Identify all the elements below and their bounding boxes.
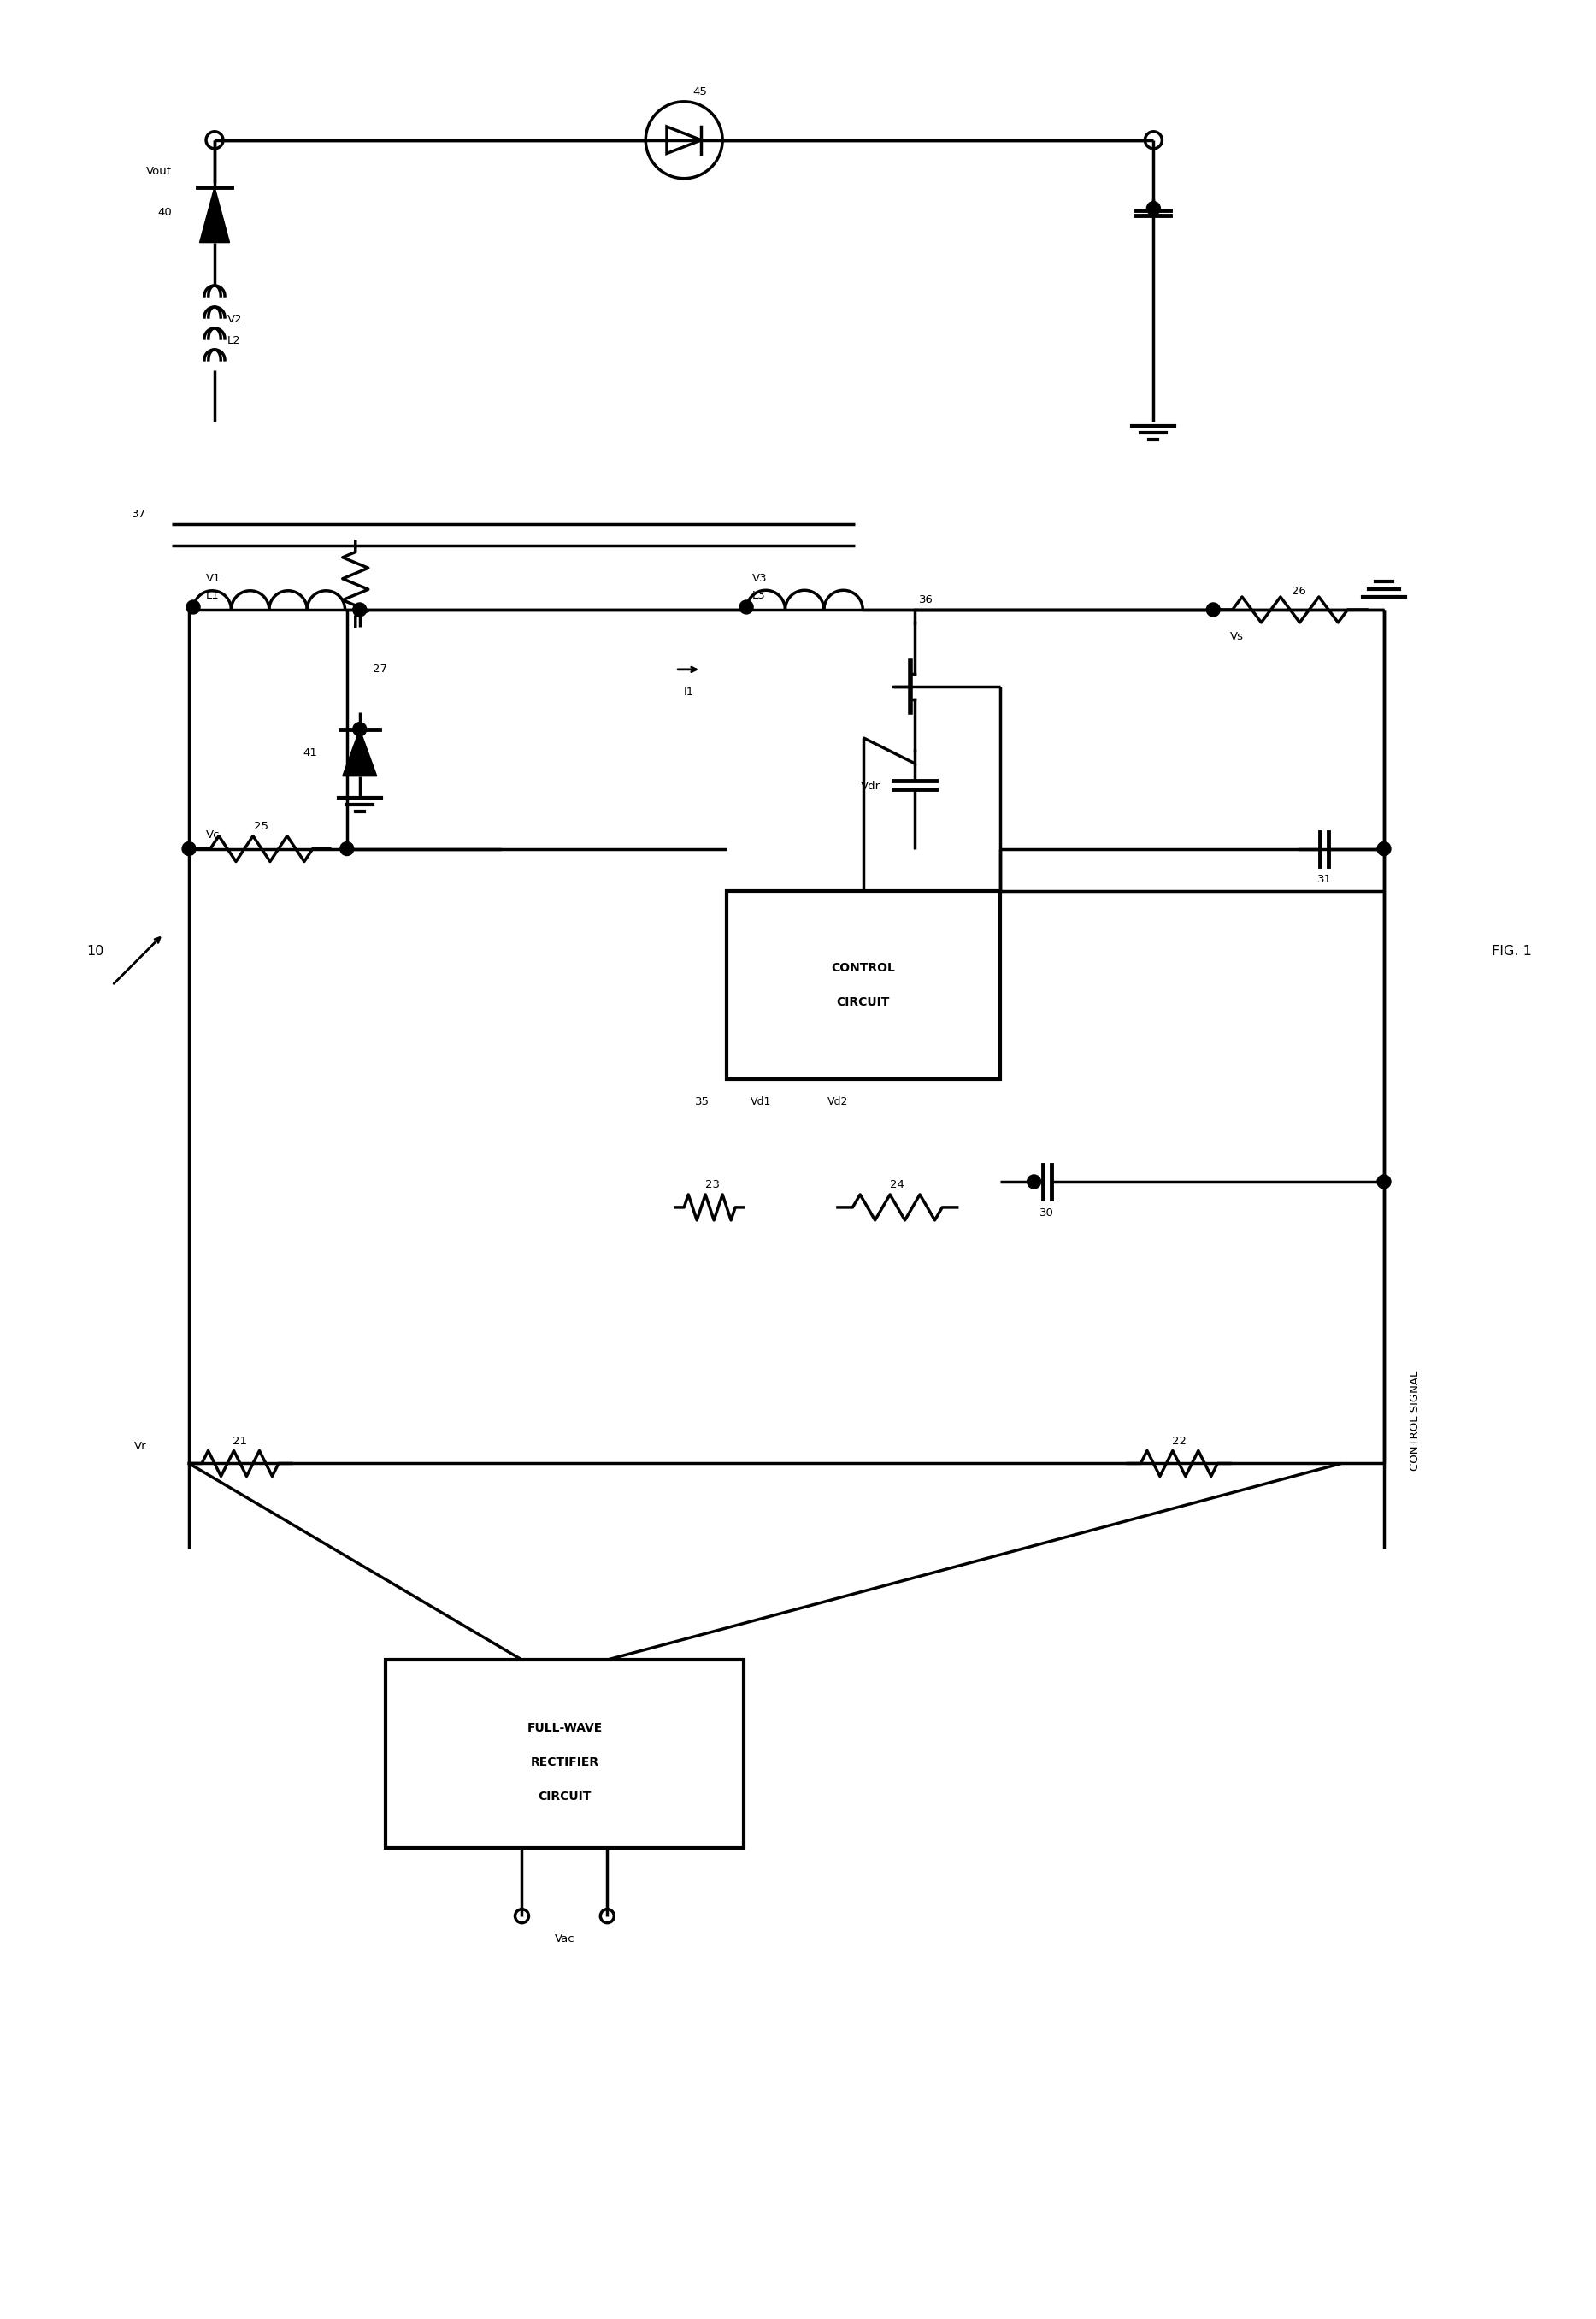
Text: L2: L2 — [227, 336, 241, 346]
Text: CIRCUIT: CIRCUIT — [836, 997, 891, 1009]
Text: 22: 22 — [1171, 1435, 1186, 1447]
Text: Vs: Vs — [1231, 631, 1243, 642]
Text: CONTROL: CONTROL — [832, 962, 895, 974]
Text: 40: 40 — [158, 206, 172, 218]
Text: RECTIFIER: RECTIFIER — [530, 1755, 598, 1769]
Text: 23: 23 — [705, 1178, 720, 1190]
Text: FIG. 1: FIG. 1 — [1492, 944, 1532, 958]
Circle shape — [353, 721, 367, 735]
Text: 41: 41 — [303, 747, 318, 758]
Text: V2: V2 — [227, 313, 243, 325]
Text: 30: 30 — [1039, 1208, 1053, 1217]
Text: CIRCUIT: CIRCUIT — [538, 1790, 591, 1802]
Text: 25: 25 — [254, 821, 268, 833]
Circle shape — [1207, 603, 1219, 617]
Text: L3: L3 — [752, 589, 766, 601]
Text: 26: 26 — [1291, 587, 1306, 596]
Text: 37: 37 — [132, 508, 147, 519]
Text: CONTROL SIGNAL: CONTROL SIGNAL — [1409, 1371, 1420, 1470]
Circle shape — [182, 842, 196, 856]
Text: Vac: Vac — [554, 1934, 575, 1943]
Text: I1: I1 — [685, 686, 694, 698]
Text: 24: 24 — [891, 1178, 905, 1190]
Text: Vd1: Vd1 — [750, 1097, 771, 1108]
Polygon shape — [343, 728, 377, 777]
Text: 36: 36 — [919, 594, 934, 605]
Text: Vdr: Vdr — [860, 782, 881, 791]
Circle shape — [353, 603, 367, 617]
Text: Vd2: Vd2 — [827, 1097, 847, 1108]
Text: 35: 35 — [696, 1097, 710, 1108]
Text: 10: 10 — [86, 944, 104, 958]
Text: FULL-WAVE: FULL-WAVE — [527, 1723, 602, 1735]
Circle shape — [1028, 1176, 1041, 1190]
Text: Vout: Vout — [147, 165, 172, 176]
Text: V1: V1 — [206, 573, 222, 584]
Circle shape — [739, 601, 753, 615]
Polygon shape — [200, 188, 230, 243]
Text: 27: 27 — [372, 663, 386, 675]
Circle shape — [1377, 842, 1390, 856]
Text: V3: V3 — [752, 573, 768, 584]
Circle shape — [187, 601, 200, 615]
Circle shape — [1377, 1176, 1390, 1190]
Text: Vc: Vc — [206, 830, 220, 839]
Text: 21: 21 — [233, 1435, 247, 1447]
Text: 45: 45 — [693, 86, 707, 97]
Circle shape — [340, 842, 354, 856]
Text: L1: L1 — [206, 589, 220, 601]
Circle shape — [1146, 202, 1160, 216]
Text: Vr: Vr — [134, 1440, 147, 1452]
Text: 31: 31 — [1317, 874, 1331, 886]
